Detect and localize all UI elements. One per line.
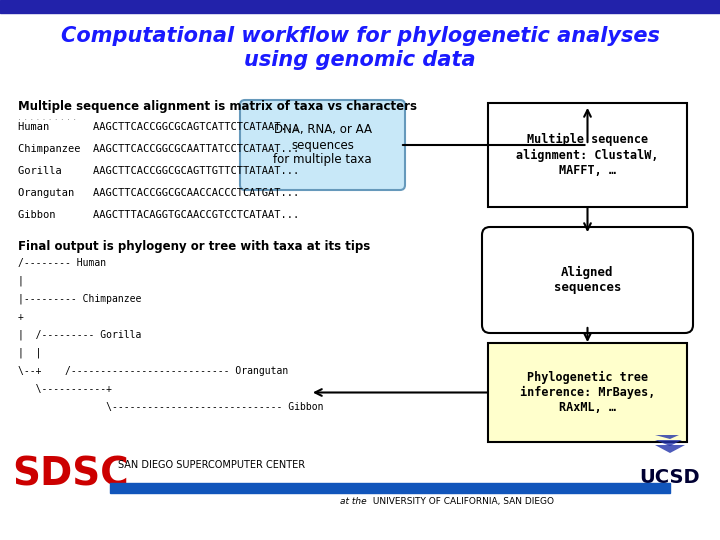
- Bar: [0, 0, 720, 13]
- Polygon shape: [655, 440, 682, 446]
- Text: at the: at the: [340, 497, 366, 506]
- Text: \----------------------------- Gibbon: \----------------------------- Gibbon: [18, 402, 323, 412]
- Text: SDSC: SDSC: [12, 455, 129, 493]
- Text: Multiple sequence
alignment: ClustalW,
MAFFT, …: Multiple sequence alignment: ClustalW, M…: [516, 133, 659, 177]
- Text: |  /--------- Gorilla: | /--------- Gorilla: [18, 330, 141, 341]
- Text: /-------- Human: /-------- Human: [18, 258, 106, 268]
- Text: Phylogenetic tree
inference: MrBayes,
RAxML, …: Phylogenetic tree inference: MrBayes, RA…: [520, 371, 655, 414]
- Text: |--------- Chimpanzee: |--------- Chimpanzee: [18, 294, 141, 305]
- Text: \-----------+: \-----------+: [18, 384, 112, 394]
- Polygon shape: [655, 435, 679, 439]
- Text: Orangutan   AAGCTTCACCGGCGCAACCACCCTCATGAT...: Orangutan AAGCTTCACCGGCGCAACCACCCTCATGAT…: [18, 188, 300, 198]
- Polygon shape: [655, 445, 685, 453]
- Bar: [110, 483, 670, 493]
- Text: Human       AAGCTTCACCGGCGCAGTCATTCTCATAAT...: Human AAGCTTCACCGGCGCAGTCATTCTCATAAT...: [18, 122, 300, 132]
- Text: Gibbon      AAGCTTTACAGGTGCAACCGTCCTCATAAT...: Gibbon AAGCTTTACAGGTGCAACCGTCCTCATAAT...: [18, 210, 300, 220]
- Text: UCSD: UCSD: [639, 468, 701, 487]
- Text: Aligned
sequences: Aligned sequences: [554, 266, 621, 294]
- Text: DNA, RNA, or AA
sequences
for multiple taxa: DNA, RNA, or AA sequences for multiple t…: [273, 124, 372, 166]
- Text: Computational workflow for phylogenetic analyses
using genomic data: Computational workflow for phylogenetic …: [60, 26, 660, 70]
- Text: |  |: | |: [18, 348, 42, 359]
- Text: SAN DIEGO SUPERCOMPUTER CENTER: SAN DIEGO SUPERCOMPUTER CENTER: [118, 460, 305, 470]
- Text: |: |: [18, 276, 24, 287]
- Text: Gorilla     AAGCTTCACCGGCGCAGTTGTTCTTATAAT...: Gorilla AAGCTTCACCGGCGCAGTTGTTCTTATAAT..…: [18, 166, 300, 176]
- FancyBboxPatch shape: [240, 100, 405, 190]
- FancyBboxPatch shape: [482, 227, 693, 333]
- Text: \--+    /--------------------------- Orangutan: \--+ /--------------------------- Orangu…: [18, 366, 288, 376]
- Text: +: +: [18, 312, 24, 322]
- FancyBboxPatch shape: [488, 103, 687, 207]
- Text: Multiple sequence alignment is matrix of taxa vs characters: Multiple sequence alignment is matrix of…: [18, 100, 417, 113]
- Text: . . . . . . . . . .: . . . . . . . . . .: [18, 112, 76, 122]
- Text: Chimpanzee  AAGCTTCACCGGCGCAATTATCCTCATAAT...: Chimpanzee AAGCTTCACCGGCGCAATTATCCTCATAA…: [18, 144, 300, 154]
- Text: Final output is phylogeny or tree with taxa at its tips: Final output is phylogeny or tree with t…: [18, 240, 370, 253]
- Text: UNIVERSITY OF CALIFORNIA, SAN DIEGO: UNIVERSITY OF CALIFORNIA, SAN DIEGO: [370, 497, 554, 506]
- FancyBboxPatch shape: [488, 343, 687, 442]
